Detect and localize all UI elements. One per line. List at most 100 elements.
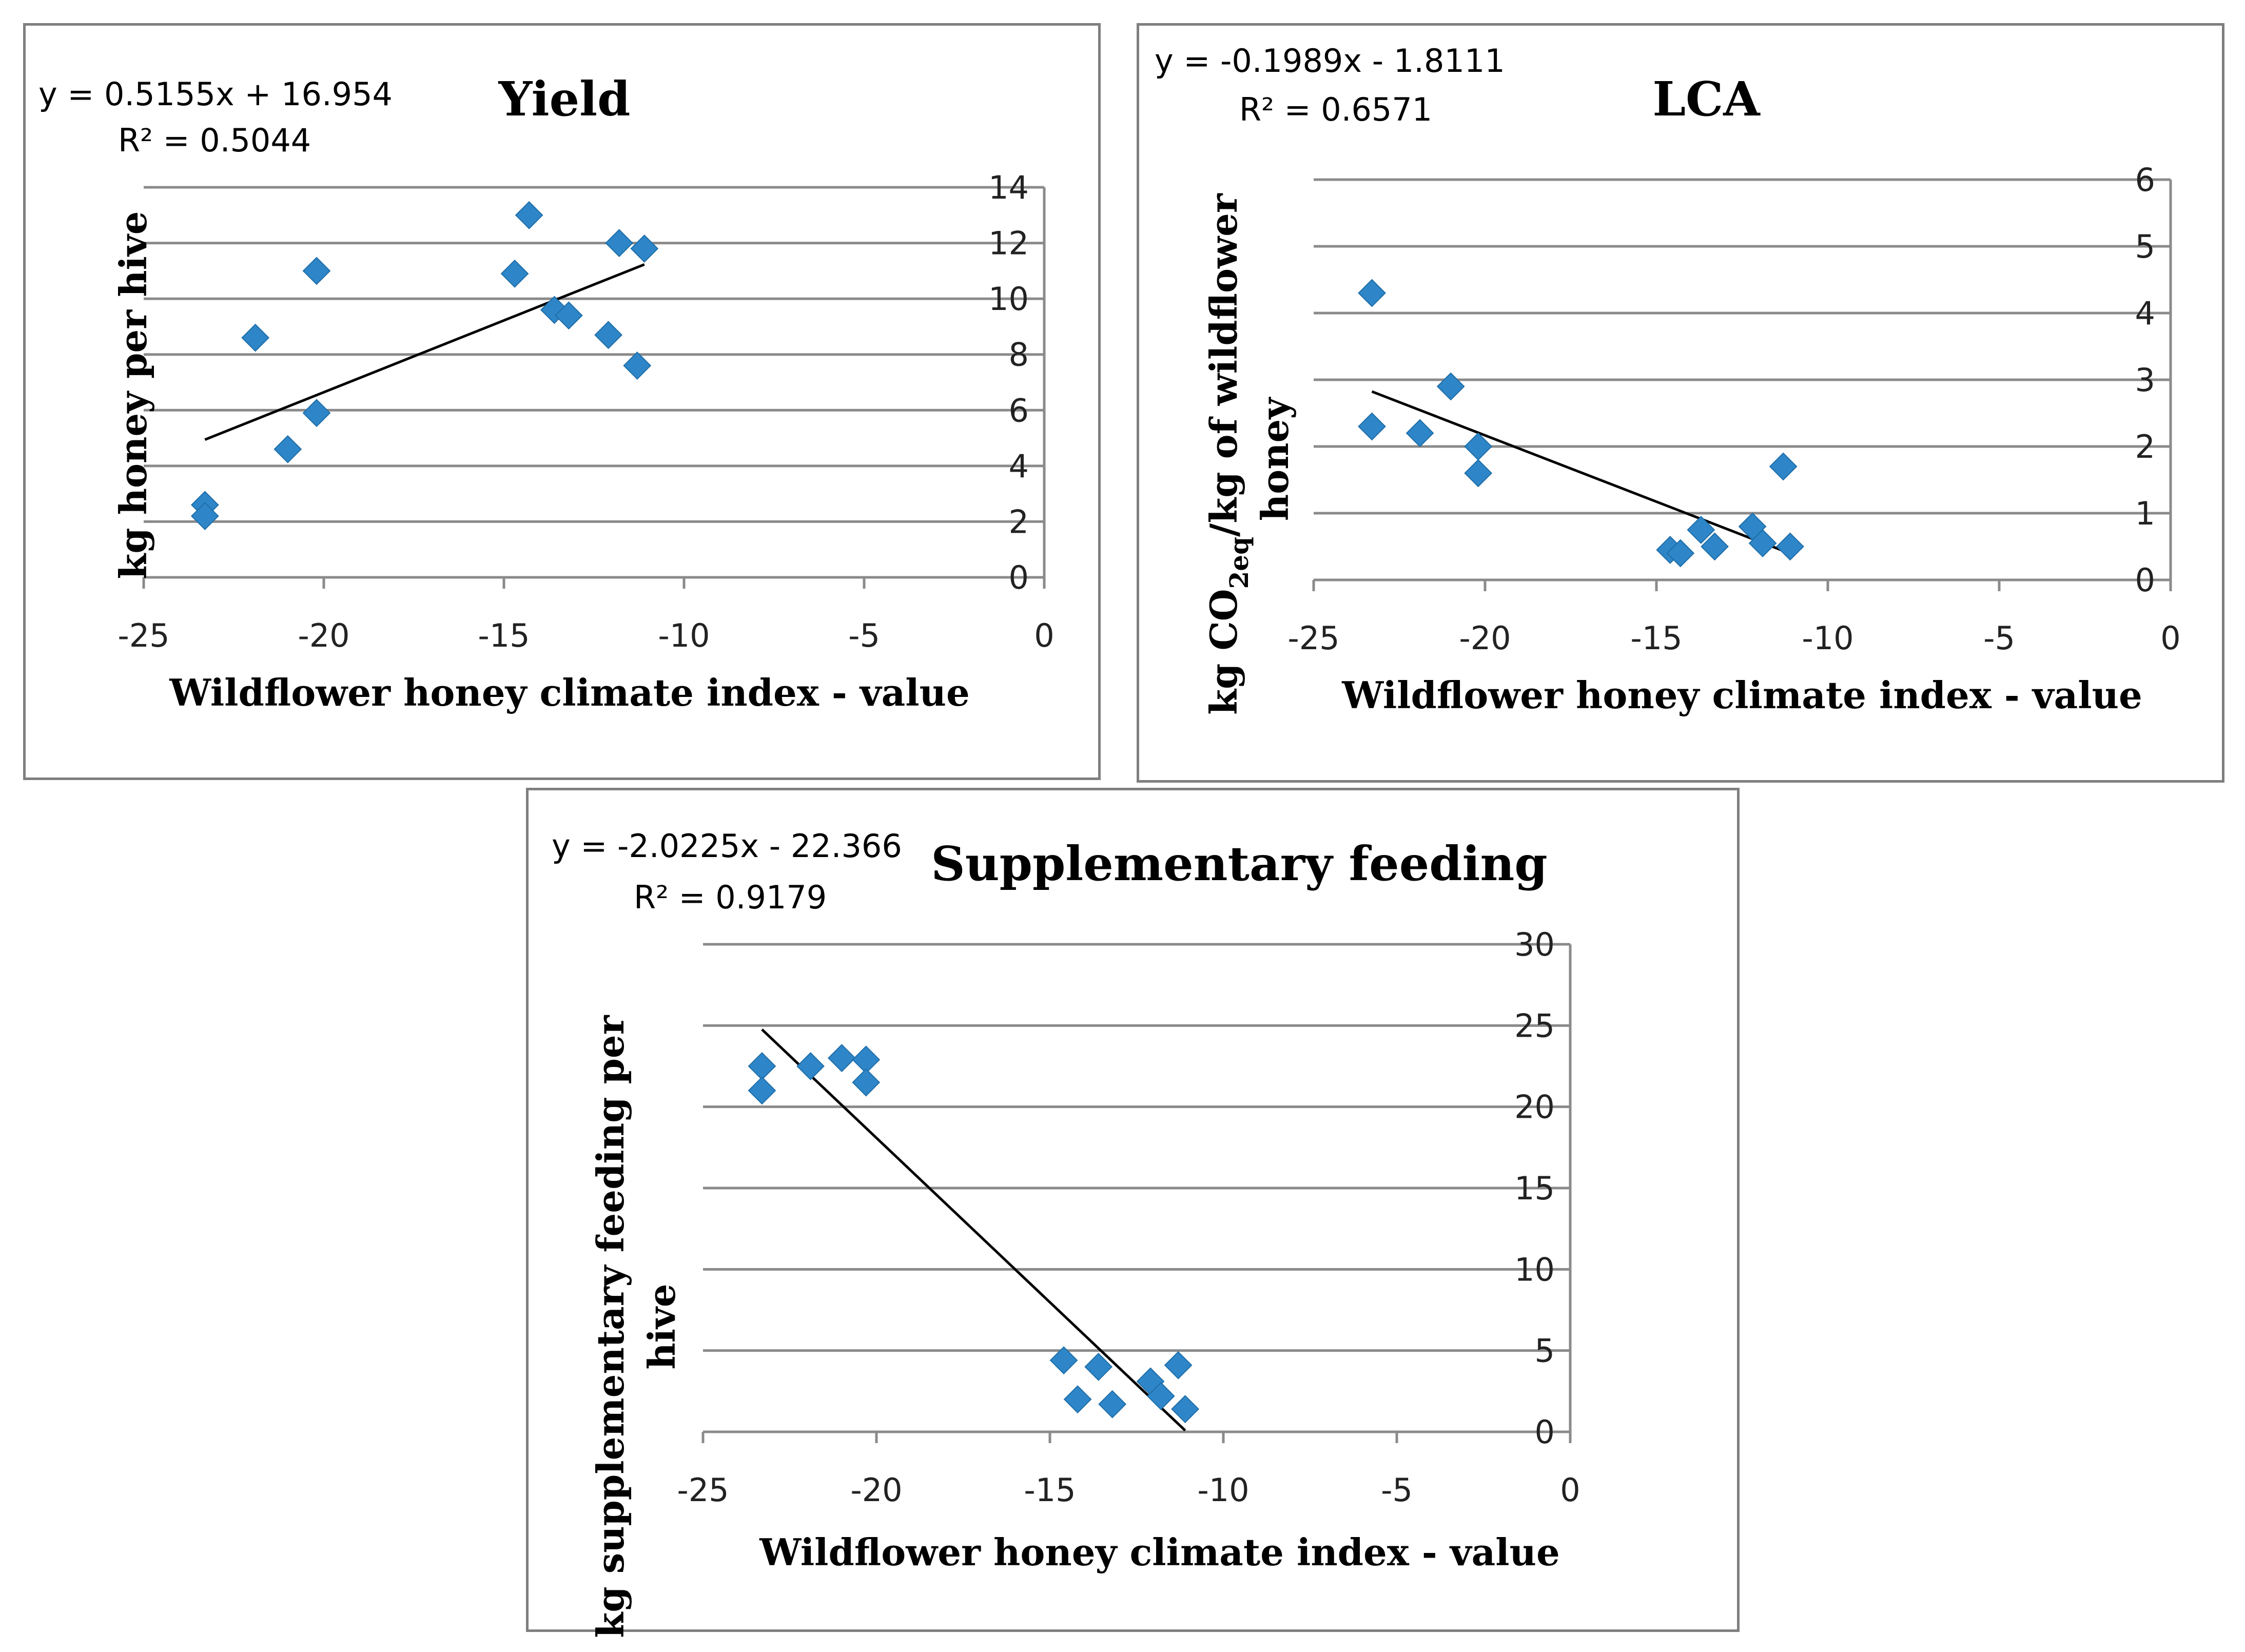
x-axis-label: Wildflower honey climate index - value [759, 1530, 1560, 1574]
y-tick-label: 1 [2135, 495, 2155, 532]
y-tick-label: 30 [1514, 926, 1555, 963]
chart-title: Supplementary feeding [931, 836, 1547, 891]
x-tick-label: -15 [1024, 1471, 1076, 1509]
data-point [605, 229, 634, 257]
supplementary-feeding-chart: 0 5 10 15 20 25 30 -25 -20 -15 -10 -5 0 Supplementar… [552, 827, 1580, 1638]
data-point [1666, 539, 1695, 568]
y-tick-label: 2 [2135, 428, 2155, 465]
data-point [302, 257, 331, 285]
data-point [1063, 1385, 1092, 1414]
data-point [594, 321, 622, 349]
x-tick-label: -15 [1630, 619, 1682, 657]
data-point [1358, 279, 1386, 307]
y-tick-label: 12 [988, 225, 1029, 262]
y-tick-label: 4 [1009, 448, 1029, 485]
x-axis-label: Wildflower honey climate index - value [1341, 673, 2142, 717]
y-tick-label: 3 [2135, 361, 2155, 399]
data-point [1748, 529, 1777, 557]
chart-title: Yield [498, 71, 631, 127]
yield-chart: 0 2 4 6 8 10 12 14 -25 -20 -15 -10 -5 0 Yield y = 0.5… [38, 71, 1055, 714]
data-point [241, 323, 270, 352]
data-point [1146, 1382, 1175, 1410]
x-tick-label: -25 [118, 617, 169, 654]
data-point [515, 201, 543, 229]
r-squared: R² = 0.9179 [634, 879, 827, 916]
r-squared: R² = 0.5044 [118, 122, 311, 159]
y-tick-label: 4 [2135, 295, 2155, 332]
y-axis-label-subscript: 2eq [1224, 537, 1254, 589]
x-tick-label: -20 [850, 1471, 902, 1509]
trendline-equation: y = -0.1989x - 1.8111 [1155, 42, 1505, 80]
data-point [1098, 1390, 1127, 1418]
y-axis-label: kg honey per hive [111, 211, 155, 579]
data-point [1358, 412, 1386, 441]
y-axis-label: kg CO2eq/kg of wildflower [1202, 193, 1254, 715]
x-tick-label: -5 [1381, 1471, 1413, 1509]
y-axis-label-rest: /kg of wildflower [1202, 193, 1245, 537]
x-tick-label: -10 [1802, 619, 1853, 657]
y-tick-label: 0 [1009, 559, 1029, 596]
y-tick-label: 8 [1009, 336, 1029, 374]
x-tick-label: -5 [848, 617, 880, 654]
data-point [1769, 452, 1798, 481]
data-point [796, 1052, 825, 1080]
trendline-equation: y = -2.0225x - 22.366 [552, 827, 902, 865]
data-point [852, 1068, 881, 1097]
y-tick-label: 6 [2135, 161, 2155, 199]
x-tick-label: -25 [1287, 619, 1339, 657]
x-tick-label: 0 [1560, 1471, 1580, 1509]
data-point [1436, 372, 1465, 401]
lca-chart-panel: 0 1 2 3 4 5 6 -25 -20 -15 -10 -5 0 LCA y = -0.1989x … [1137, 23, 2224, 783]
y-tick-label: 10 [1514, 1251, 1555, 1288]
data-point [1776, 532, 1804, 561]
trendline [761, 1028, 1186, 1432]
data-point [1084, 1352, 1113, 1381]
data-point [1049, 1346, 1078, 1375]
x-tick-label: -20 [1459, 619, 1511, 657]
data-point [190, 502, 219, 530]
data-point [302, 399, 331, 427]
y-tick-label: 15 [1514, 1170, 1555, 1207]
x-tick-label: -10 [1197, 1471, 1249, 1509]
x-tick-label: -15 [478, 617, 530, 654]
yield-chart-panel: 0 2 4 6 8 10 12 14 -25 -20 -15 -10 -5 0 Yield y = 0.5… [23, 23, 1101, 780]
trendline [1371, 390, 1791, 555]
data-point [630, 235, 659, 263]
data-point [748, 1052, 776, 1080]
supplementary-feeding-chart-panel: 0 5 10 15 20 25 30 -25 -20 -15 -10 -5 0 Supplementar… [526, 788, 1740, 1638]
y-tick-label: 10 [988, 280, 1029, 318]
data-point [827, 1044, 856, 1073]
x-tick-label: -10 [658, 617, 710, 654]
trendline-equation: y = 0.5155x + 16.954 [38, 75, 393, 113]
x-tick-label: -5 [1983, 619, 2015, 657]
data-point [500, 259, 529, 288]
y-tick-label: 0 [2135, 561, 2155, 599]
y-tick-label: 2 [1009, 503, 1029, 540]
y-tick-label: 20 [1514, 1089, 1555, 1126]
x-tick-label: 0 [1034, 617, 1054, 654]
data-point [274, 435, 302, 463]
y-tick-label: 5 [2135, 228, 2155, 265]
y-tick-label: 0 [1535, 1413, 1555, 1451]
x-axis-label: Wildflower honey climate index - value [169, 671, 970, 714]
data-point [1687, 516, 1715, 544]
y-axis-label-line2: honey [1253, 397, 1297, 521]
y-tick-label: 5 [1535, 1332, 1555, 1370]
y-tick-label: 6 [1009, 392, 1029, 429]
lca-chart: 0 1 2 3 4 5 6 -25 -20 -15 -10 -5 0 LCA y = -0.1989x … [1155, 42, 2181, 717]
x-tick-label: 0 [2160, 619, 2180, 657]
data-point [1405, 419, 1434, 448]
r-squared: R² = 0.6571 [1239, 91, 1432, 128]
data-point [1164, 1351, 1193, 1379]
x-tick-label: -25 [677, 1471, 729, 1509]
trendline [204, 263, 645, 441]
data-point [1171, 1395, 1200, 1424]
y-tick-label: 14 [988, 169, 1029, 206]
x-tick-label: -20 [298, 617, 349, 654]
chart-title: LCA [1652, 71, 1761, 127]
data-point [623, 352, 652, 380]
data-point [1701, 532, 1729, 561]
data-point [1464, 459, 1493, 488]
data-point [748, 1076, 776, 1105]
y-axis-label-line2: hive [640, 1284, 684, 1369]
